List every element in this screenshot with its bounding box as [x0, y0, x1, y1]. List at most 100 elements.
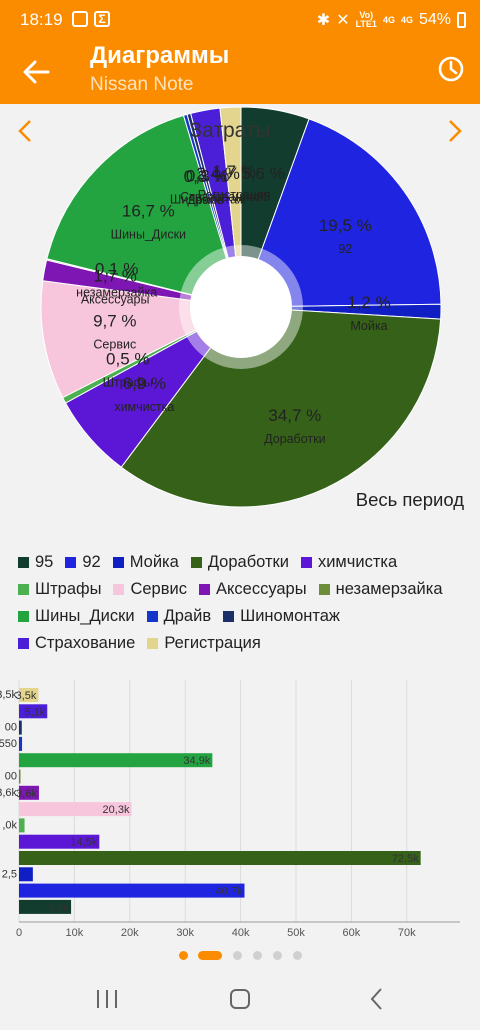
- legend-swatch: [223, 610, 235, 622]
- bar-незамерзайка[interactable]: [19, 769, 21, 784]
- bar-Аксессуары[interactable]: [19, 785, 39, 800]
- pie-percent-label: 6,9 %: [123, 374, 166, 393]
- legend-item[interactable]: Шины_Диски: [18, 606, 135, 626]
- status-time: 18:19: [20, 10, 63, 29]
- legend-item[interactable]: Штрафы: [18, 579, 101, 599]
- next-chevron-icon[interactable]: [449, 120, 462, 142]
- bar-side-label: 550: [0, 738, 17, 750]
- legend-item[interactable]: 92: [65, 552, 101, 572]
- home-icon[interactable]: [230, 989, 250, 1009]
- pie-title: Затраты: [189, 119, 270, 142]
- prev-chevron-icon[interactable]: [18, 120, 31, 142]
- pie-name-label: Штрафы: [103, 376, 153, 390]
- legend-label: Шиномонтаж: [240, 606, 340, 625]
- x-tick-label: 70k: [398, 927, 416, 939]
- legend-swatch: [18, 583, 29, 595]
- bar-Регистрация[interactable]: [19, 688, 39, 702]
- x-tick-label: 20k: [121, 927, 139, 939]
- pie-percent-label: 0,1 %: [95, 260, 138, 279]
- legend-swatch: [300, 556, 312, 568]
- bar-Доработки[interactable]: [19, 851, 421, 865]
- status-icons: ✱ ✕ Vo) LTE1 4G 4G 54%: [317, 10, 466, 30]
- legend-item[interactable]: Мойка: [112, 552, 179, 572]
- legend-item[interactable]: Шиномонтаж: [223, 606, 340, 626]
- legend-label: Сервис: [130, 579, 187, 598]
- x-tick-label: 0: [16, 927, 22, 939]
- pie-name-label: Шины_Диски: [111, 228, 186, 242]
- bar-95[interactable]: [19, 899, 72, 914]
- pie-percent-label: 1,7 %: [93, 267, 136, 286]
- chart-legend: 95 92 Мойка Доработки химчистка Штрафы Сервис А…: [18, 552, 468, 653]
- pie-slice-Доработки[interactable]: [120, 306, 442, 508]
- page-dot[interactable]: [253, 951, 262, 960]
- pie-percent-label: 0,3 %: [186, 166, 229, 185]
- pie-percent-label: 5,6 %: [241, 164, 284, 183]
- legend-swatch: [318, 583, 330, 595]
- page-title: Диаграммы: [90, 42, 230, 69]
- legend-item[interactable]: 95: [18, 552, 53, 572]
- pie-name-label: незамерзайка: [76, 286, 157, 300]
- history-clock-icon[interactable]: [436, 54, 466, 84]
- bar-value-label: 9,4k: [48, 902, 69, 914]
- pie-name-label: 92: [338, 242, 352, 256]
- pie-name-label: Аксессуары: [81, 293, 150, 307]
- page-dot[interactable]: [293, 951, 302, 960]
- legend-label: Драйв: [163, 606, 212, 625]
- legend-item[interactable]: незамерзайка: [318, 579, 443, 599]
- bar-Сервис[interactable]: [19, 802, 132, 817]
- legend-item[interactable]: Аксессуары: [198, 579, 307, 599]
- bar-химчистка[interactable]: [19, 834, 100, 849]
- x-tick-label: 10k: [66, 927, 84, 939]
- pie-name-label: Мойка: [350, 319, 387, 333]
- pie-name-label: Регистрация: [198, 188, 271, 202]
- legend-item[interactable]: Доработки: [190, 552, 289, 572]
- legend-label: химчистка: [317, 552, 398, 571]
- legend-swatch: [65, 556, 77, 568]
- pie-slice-92[interactable]: [240, 118, 442, 308]
- bar-grid: [18, 680, 460, 923]
- bar-Штрафы[interactable]: [19, 818, 25, 833]
- legend-label: Страхование: [35, 633, 136, 652]
- bar-side-label: ,0k: [2, 819, 17, 831]
- pie-name-label: 95: [256, 190, 270, 204]
- legend-swatch: [18, 556, 29, 568]
- back-arrow-icon[interactable]: [18, 54, 54, 90]
- pie-slice-Шины_Диски[interactable]: [46, 114, 242, 308]
- legend-item[interactable]: Регистрация: [147, 633, 261, 653]
- pie-percent-label: 2,4 %: [196, 164, 239, 183]
- pie-percent-label: 9,7 %: [93, 312, 136, 331]
- bar-x-ticks: 0 10k 20k 30k 40k 50k 60k 70k: [16, 927, 416, 939]
- nav-back-icon[interactable]: [370, 988, 382, 1010]
- legend-swatch: [190, 556, 202, 568]
- bar-Мойка[interactable]: [19, 867, 33, 882]
- page-dot[interactable]: [273, 951, 282, 960]
- bar-92[interactable]: [19, 883, 245, 898]
- bar-Шиномонтаж[interactable]: [19, 720, 22, 735]
- legend-item[interactable]: Сервис: [113, 579, 187, 599]
- page-dot[interactable]: [233, 951, 242, 960]
- page-subtitle: Nissan Note: [90, 74, 194, 95]
- legend-label: незамерзайка: [335, 579, 443, 598]
- legend-label: Аксессуары: [215, 579, 307, 598]
- pie-percent-label: 16,7 %: [122, 202, 175, 221]
- pie-percent-label: 1,7 %: [213, 162, 256, 181]
- bar-value-label: 5,1k: [24, 706, 45, 718]
- period-label[interactable]: Весь период: [356, 489, 464, 510]
- bar-Шины_Диски[interactable]: [19, 753, 213, 768]
- page-dot[interactable]: [198, 951, 222, 960]
- legend-item[interactable]: Драйв: [146, 606, 212, 626]
- legend-item[interactable]: химчистка: [300, 552, 398, 572]
- bar-Страхование[interactable]: [19, 704, 48, 719]
- bar-value-label: 40,7k: [216, 886, 243, 898]
- recent-apps-icon[interactable]: [97, 990, 117, 1008]
- bar-Драйв[interactable]: [19, 736, 23, 751]
- page-dot[interactable]: [179, 951, 188, 960]
- page-indicator: [0, 948, 480, 962]
- legend-item[interactable]: Страхование: [18, 633, 135, 653]
- gallery-notification-icon: [72, 11, 88, 27]
- bar-side-label: 00: [5, 771, 17, 783]
- bar-value-label: 20,3k: [103, 804, 130, 816]
- pie-name-label: Доработки: [264, 432, 325, 446]
- legend-label: Мойка: [129, 552, 179, 571]
- x-tick-label: 50k: [287, 927, 305, 939]
